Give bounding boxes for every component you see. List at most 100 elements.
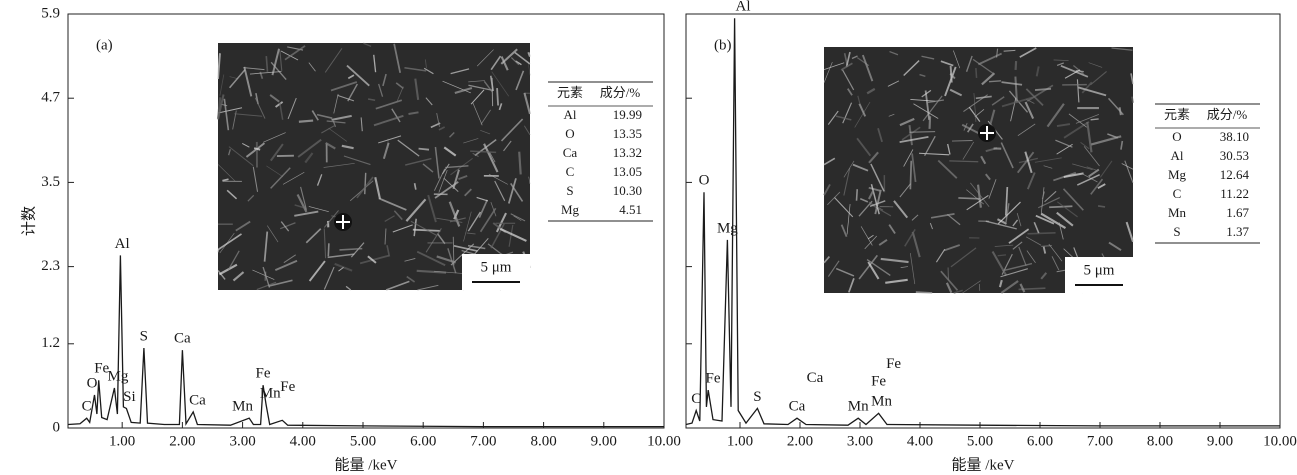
peak-label: Si (123, 389, 136, 405)
peak-label: Mn (848, 399, 869, 415)
x-tick-label: 10.00 (647, 433, 681, 449)
sem-texture (299, 121, 313, 122)
chart: 01.22.33.54.75.91.002.003.004.005.006.00… (0, 0, 1297, 475)
sem-texture (857, 189, 858, 200)
peak-label: C (82, 399, 92, 415)
sem-texture (1049, 206, 1072, 207)
panel-label: (a) (96, 37, 113, 53)
table-cell: Mg (1168, 167, 1187, 182)
x-tick-label: 4.00 (290, 433, 316, 449)
sem-texture (916, 292, 932, 293)
y-tick-label: 3.5 (41, 174, 60, 190)
peak-label: Fe (871, 373, 886, 389)
peak-label: Fe (256, 366, 271, 382)
y-tick-label: 2.3 (41, 258, 60, 274)
table-cell: 10.30 (613, 183, 642, 198)
table-header: 元素 (1164, 107, 1190, 122)
scale-bar-label: 5 μm (1084, 262, 1115, 278)
table-cell: C (566, 164, 575, 179)
table-cell: 11.22 (1220, 186, 1249, 201)
x-axis-label: 能量 /keV (335, 456, 398, 473)
peak-label: Ca (807, 370, 824, 386)
table-cell: Al (564, 107, 577, 122)
peak-label: Fe (706, 371, 721, 387)
sem-texture (909, 132, 935, 133)
table-cell: S (566, 183, 573, 198)
x-tick-label: 4.00 (907, 433, 933, 449)
sem-texture (930, 116, 931, 129)
table-cell: 1.37 (1226, 224, 1249, 239)
sem-texture (365, 173, 366, 194)
sem-texture (1098, 206, 1105, 207)
table-cell: O (565, 126, 574, 141)
table-cell: O (1172, 129, 1181, 144)
peak-label: Fe (280, 379, 295, 395)
table-cell: C (1173, 186, 1182, 201)
table-cell: 12.64 (1220, 167, 1250, 182)
scale-bar-label: 5 μm (481, 259, 512, 275)
table-header: 元素 (557, 85, 583, 100)
sem-texture (910, 161, 911, 190)
x-tick-label: 6.00 (1027, 433, 1053, 449)
peak-label: Ca (789, 399, 806, 415)
table-cell: 13.32 (613, 145, 642, 160)
table-cell: 1.67 (1226, 205, 1249, 220)
sem-texture (998, 255, 1006, 256)
x-tick-label: 3.00 (229, 433, 255, 449)
peak-label: S (140, 328, 148, 344)
peak-label: Ca (189, 392, 206, 408)
x-tick-label: 5.00 (967, 433, 993, 449)
sem-texture (1035, 89, 1051, 90)
sem-texture (1028, 233, 1056, 234)
x-tick-label: 5.00 (350, 433, 376, 449)
sem-image: 5 μm (824, 47, 1133, 293)
sem-texture (1132, 97, 1133, 103)
peak-label: O (699, 173, 710, 189)
x-tick-label: 8.00 (530, 433, 556, 449)
sem-texture (949, 161, 978, 162)
peak-label: S (753, 389, 761, 405)
sem-image: 5 μm (218, 43, 530, 290)
table-header: 成分/% (1207, 107, 1248, 122)
x-tick-label: 9.00 (591, 433, 617, 449)
x-tick-label: 1.00 (727, 433, 753, 449)
y-tick-label: 5.9 (41, 5, 60, 21)
table-header: 成分/% (600, 85, 641, 100)
x-tick-label: 10.00 (1263, 433, 1297, 449)
y-tick-label: 0 (53, 419, 61, 435)
table-cell: S (1173, 224, 1180, 239)
x-axis-label: 能量 /keV (952, 456, 1015, 473)
peak-label: Fe (886, 356, 901, 372)
peak-label: Al (115, 236, 130, 252)
y-tick-label: 1.2 (41, 335, 60, 351)
table-cell: 13.05 (613, 164, 642, 179)
x-tick-label: 1.00 (109, 433, 135, 449)
sem-texture (1004, 50, 1016, 51)
sem-texture (989, 81, 1001, 82)
peak-label: Mg (108, 368, 129, 384)
sem-texture (497, 88, 498, 105)
table-cell: 13.35 (613, 126, 642, 141)
x-tick-label: 7.00 (1087, 433, 1113, 449)
x-tick-label: 3.00 (847, 433, 873, 449)
x-tick-label: 2.00 (787, 433, 813, 449)
panel-label: (b) (714, 37, 732, 53)
x-tick-label: 2.00 (169, 433, 195, 449)
sem-texture (519, 152, 520, 175)
peak-label: Mn (232, 399, 253, 415)
table-cell: Al (1171, 148, 1184, 163)
x-tick-label: 9.00 (1207, 433, 1233, 449)
sem-texture (952, 140, 973, 141)
table-cell: Ca (563, 145, 578, 160)
table-cell: 38.10 (1220, 129, 1249, 144)
peak-label: Mn (260, 385, 281, 401)
x-tick-label: 7.00 (470, 433, 496, 449)
peak-label: Mg (717, 220, 738, 236)
sem-texture (976, 68, 977, 78)
table-cell: 30.53 (1220, 148, 1249, 163)
y-axis-label: 计数 (20, 206, 37, 236)
sem-texture (951, 66, 952, 83)
peak-label: C (691, 391, 701, 407)
x-tick-label: 8.00 (1147, 433, 1173, 449)
table-cell: Mn (1168, 205, 1187, 220)
